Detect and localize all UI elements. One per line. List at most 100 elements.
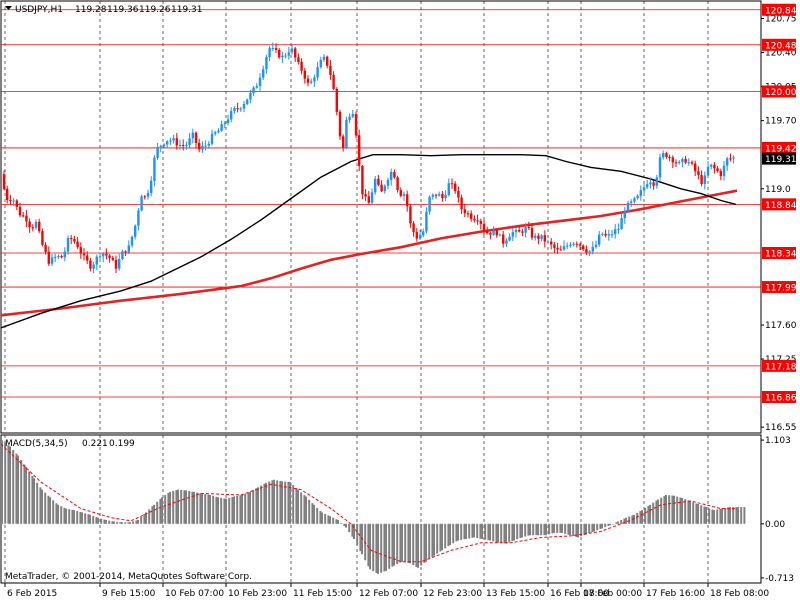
candle-body xyxy=(543,235,546,242)
price-level-tag xyxy=(762,198,796,211)
macd-histogram-bar xyxy=(247,492,250,524)
time-tick-label: 13 Feb 15:00 xyxy=(486,589,545,599)
time-tick-label: 17 Feb 16:00 xyxy=(646,589,705,599)
candle-body xyxy=(185,144,188,146)
macd-histogram-bar xyxy=(369,523,371,570)
macd-histogram-bar xyxy=(316,507,319,524)
candle-body xyxy=(287,52,290,56)
macd-histogram-bar xyxy=(33,478,35,524)
macd-histogram-bar xyxy=(657,499,659,524)
candle-body xyxy=(460,197,463,210)
macd-histogram-bar xyxy=(313,504,315,524)
macd-histogram-bar xyxy=(183,490,186,524)
price-tick-label: 120.75 xyxy=(765,15,797,25)
macd-histogram-bar xyxy=(647,505,650,524)
candle-body xyxy=(54,256,57,258)
main-panel-frame xyxy=(0,0,762,434)
current-price-label: 119.31 xyxy=(765,155,797,165)
candle-body xyxy=(50,257,54,264)
macd-histogram-bar xyxy=(724,508,727,524)
macd-histogram-bar xyxy=(711,509,714,524)
candle-body xyxy=(626,202,630,212)
macd-histogram-bar xyxy=(593,523,595,532)
candle-body xyxy=(265,57,268,70)
candle-body xyxy=(534,235,537,238)
macd-histogram-bar xyxy=(601,523,603,529)
fast-ma-line xyxy=(0,153,737,329)
candle-body xyxy=(617,228,620,230)
macd-histogram-bar xyxy=(452,523,455,544)
candle-body xyxy=(214,132,217,134)
candle-body xyxy=(25,215,28,222)
candle-body xyxy=(31,227,34,229)
macd-histogram-bar xyxy=(516,523,519,540)
candle-body xyxy=(351,114,354,117)
candle-body xyxy=(566,245,569,247)
macd-histogram-bar xyxy=(620,520,623,524)
candle-body xyxy=(223,122,226,125)
macd-histogram-bar xyxy=(420,523,423,566)
macd-histogram-bar xyxy=(460,523,463,540)
macd-histogram-bar xyxy=(495,523,498,543)
macd-histogram-bar xyxy=(279,480,282,524)
horizontal-levels xyxy=(1,9,761,398)
candle-body xyxy=(47,251,50,264)
macd-histogram-bar xyxy=(388,523,391,569)
macd-histogram-bar xyxy=(615,522,618,524)
candle-body xyxy=(514,229,518,233)
macd-histogram-bar xyxy=(265,482,267,524)
macd-histogram-bar xyxy=(692,502,695,524)
macd-panel: MACD(5,34,5) 0.221 0.199 MetaTrader, © 2… xyxy=(0,434,762,584)
macd-histogram-bar xyxy=(113,521,115,524)
macd-histogram-bar xyxy=(697,504,699,524)
candle-body xyxy=(66,238,70,252)
time-tick-label: 6 Feb 2015 xyxy=(7,589,57,599)
macd-histogram-bar xyxy=(436,523,439,554)
candle-body xyxy=(601,233,604,235)
macd-signal-value: 0.199 xyxy=(109,439,135,449)
macd-histogram-bar xyxy=(140,516,143,524)
macd-histogram-bar xyxy=(353,523,355,539)
candle-body xyxy=(438,194,441,196)
macd-histogram-bar xyxy=(17,455,19,524)
macd-histogram-bar xyxy=(356,523,359,546)
macd-histogram-bar xyxy=(60,506,63,524)
macd-histogram-bar xyxy=(47,495,50,524)
time-tick-label: 18 Feb 08:00 xyxy=(710,589,769,599)
price-level-tag xyxy=(762,38,796,51)
candle-body xyxy=(82,253,86,256)
macd-histogram-bar xyxy=(391,523,394,567)
macd-histogram-bar xyxy=(564,523,567,534)
time-axis[interactable]: 6 Feb 2015 9 Feb 15:00 10 Feb 07:00 10 Feb … xyxy=(4,583,769,599)
macd-histogram-bar xyxy=(695,503,698,524)
macd-histogram-bar xyxy=(423,523,426,563)
macd-histogram-bar xyxy=(559,523,562,533)
macd-indicator-label: MACD(5,34,5) xyxy=(5,439,68,449)
macd-histogram-bar xyxy=(708,508,711,524)
candle-body xyxy=(524,227,527,233)
macd-histogram-bar xyxy=(380,523,383,573)
candle-body xyxy=(34,221,38,228)
time-tick-label: 12 Feb 07:00 xyxy=(359,589,418,599)
macd-histogram-bar xyxy=(500,523,503,544)
macd-tick-label: 1.103 xyxy=(765,436,791,446)
candle-body xyxy=(630,201,633,203)
macd-histogram-bar xyxy=(300,492,303,524)
macd-histogram-bar xyxy=(521,523,523,538)
macd-histogram-bar xyxy=(7,445,10,524)
price-axis[interactable]: 120.75120.40120.05119.70119.0117.60117.2… xyxy=(761,3,797,433)
macd-histogram-bar xyxy=(551,523,554,534)
macd-histogram-bar xyxy=(255,488,258,524)
macd-histogram-bar xyxy=(508,523,511,543)
symbol-dropdown-icon[interactable] xyxy=(5,6,12,10)
macd-histogram-bar xyxy=(159,498,162,524)
candle-body xyxy=(706,166,710,176)
macd-histogram-bar xyxy=(524,523,527,537)
open-value: 119.28 xyxy=(75,5,107,15)
candlesticks xyxy=(2,42,735,274)
candle-body xyxy=(140,196,143,211)
macd-histogram-bar xyxy=(303,495,306,524)
candle-body xyxy=(476,220,479,222)
time-tick-label: 10 Feb 23:00 xyxy=(228,589,287,599)
